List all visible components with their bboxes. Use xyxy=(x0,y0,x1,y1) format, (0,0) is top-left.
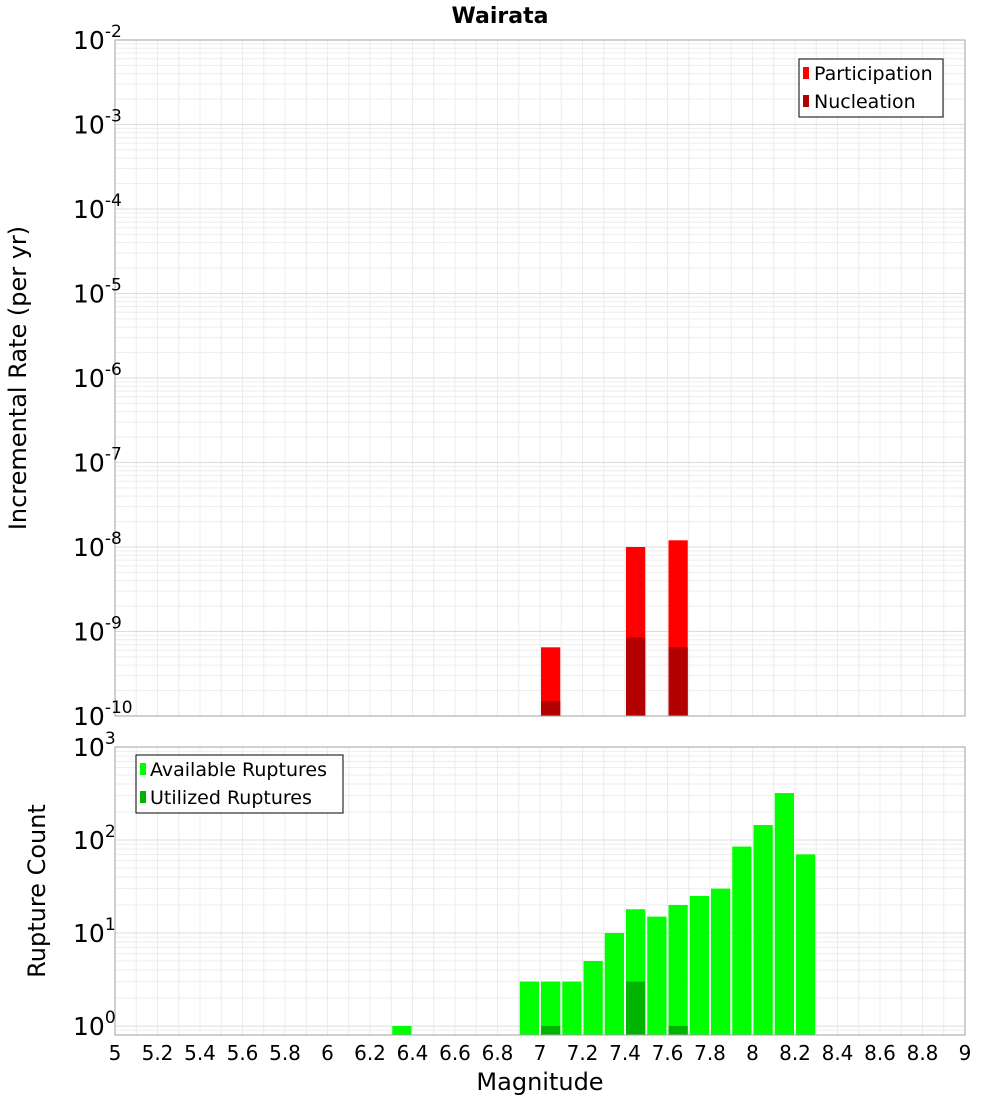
bottom-plot-frame xyxy=(114,746,966,1036)
x-tick-label: 7.8 xyxy=(694,1041,726,1065)
top-y-tick-label: 10-7 xyxy=(73,445,122,478)
top-legend-box xyxy=(798,58,944,118)
top-bar-participation xyxy=(541,647,561,716)
top-y-axis-label: Incremental Rate (per yr) xyxy=(4,226,32,530)
x-ticks: 5 5.2 5.4 5.6 5.8 6 6.2 6.4 6.6 6.8 7 7.2 7.4 7.6 7.8 8… xyxy=(109,1041,972,1065)
bottom-bar-available-ruptures xyxy=(753,824,773,1035)
bottom-bar-available-ruptures xyxy=(732,846,752,1035)
nucleation-legend-swatch xyxy=(803,95,809,107)
bottom-bar-available-ruptures xyxy=(604,932,624,1035)
x-tick-label: 7.2 xyxy=(567,1041,599,1065)
x-tick-label: 5.2 xyxy=(142,1041,174,1065)
utilized-legend-label: Utilized Ruptures xyxy=(150,787,312,809)
x-tick-label: 7.6 xyxy=(652,1041,684,1065)
bottom-legend-box xyxy=(135,754,344,814)
bottom-bar-available-ruptures xyxy=(711,888,731,1035)
bottom-legend: Available Ruptures Utilized Ruptures xyxy=(135,754,344,814)
bottom-y-ticks: 100 101 102 103 xyxy=(73,729,116,1041)
bottom-bar-available-ruptures xyxy=(668,904,688,1035)
top-y-tick-label: 10-10 xyxy=(73,698,133,731)
bottom-y-tick-label: 102 xyxy=(73,822,116,855)
bottom-bar-available-ruptures xyxy=(519,981,539,1035)
bottom-y-axis-label: Rupture Count xyxy=(23,804,51,978)
top-bar-nucleation xyxy=(668,647,688,716)
top-bar-nucleation xyxy=(541,701,561,716)
x-tick-label: 5 xyxy=(109,1041,122,1065)
top-y-tick-label: 10-3 xyxy=(73,107,122,140)
top-bar-nucleation xyxy=(626,637,646,716)
bottom-bar-available-ruptures xyxy=(392,1025,412,1035)
top-y-tick-label: 10-5 xyxy=(73,276,122,309)
top-y-tick-label: 10-6 xyxy=(73,360,122,393)
x-tick-label: 5.8 xyxy=(269,1041,301,1065)
bottom-bar-utilized-ruptures xyxy=(668,1025,688,1035)
top-y-tick-label: 10-4 xyxy=(73,191,122,224)
bottom-bar-available-ruptures xyxy=(562,981,582,1035)
bottom-bar-utilized-ruptures xyxy=(541,1025,561,1035)
x-tick-label: 6.6 xyxy=(439,1041,471,1065)
top-panel: 10-10 10-9 10-8 10-7 10-6 10-5 10-4 10-3 10-2 In… xyxy=(4,22,966,731)
x-tick-label: 5.6 xyxy=(227,1041,259,1065)
bottom-bar-available-ruptures xyxy=(647,916,667,1035)
nucleation-legend-label: Nucleation xyxy=(814,91,916,113)
x-tick-label: 6.2 xyxy=(354,1041,386,1065)
x-tick-label: 6.4 xyxy=(397,1041,429,1065)
top-plot-frame xyxy=(114,39,966,717)
bottom-bar-utilized-ruptures xyxy=(626,981,646,1035)
top-grid xyxy=(114,39,966,717)
top-y-ticks: 10-10 10-9 10-8 10-7 10-6 10-5 10-4 10-3 10-2 xyxy=(73,22,133,731)
x-tick-label: 8 xyxy=(746,1041,759,1065)
bottom-bar-available-ruptures xyxy=(541,981,561,1035)
top-y-tick-label: 10-9 xyxy=(73,614,122,647)
bottom-y-tick-label: 100 xyxy=(73,1008,116,1041)
chart-title: Wairata xyxy=(452,4,549,29)
x-tick-label: 8.4 xyxy=(822,1041,854,1065)
bottom-y-tick-label: 103 xyxy=(73,729,116,762)
available-legend-swatch xyxy=(140,763,146,775)
x-tick-label: 8.6 xyxy=(864,1041,896,1065)
x-tick-label: 7 xyxy=(534,1041,547,1065)
utilized-legend-swatch xyxy=(140,791,146,803)
x-tick-label: 6.8 xyxy=(482,1041,514,1065)
participation-legend-label: Participation xyxy=(814,63,933,85)
x-tick-label: 5.4 xyxy=(184,1041,216,1065)
top-y-tick-label: 10-2 xyxy=(73,22,122,55)
x-tick-label: 8.8 xyxy=(907,1041,939,1065)
top-y-tick-label: 10-8 xyxy=(73,529,122,562)
bottom-bar-available-ruptures xyxy=(689,895,709,1035)
x-tick-label: 8.2 xyxy=(779,1041,811,1065)
x-tick-label: 9 xyxy=(959,1041,972,1065)
x-axis-label: Magnitude xyxy=(476,1068,603,1096)
top-legend: Participation Nucleation xyxy=(798,58,944,118)
bottom-bar-available-ruptures xyxy=(583,960,603,1035)
top-bars xyxy=(541,540,688,716)
bottom-bars xyxy=(392,793,816,1035)
available-legend-label: Available Ruptures xyxy=(150,759,327,781)
bottom-bar-available-ruptures xyxy=(774,793,794,1035)
participation-legend-swatch xyxy=(803,67,809,79)
bottom-y-tick-label: 101 xyxy=(73,915,116,948)
bottom-panel: 100 101 102 103 5 5.2 5.4 5.6 5.8 6 6.2 6.4 6.6 6.8 7… xyxy=(23,729,971,1096)
x-tick-label: 6 xyxy=(321,1041,334,1065)
x-tick-label: 7.4 xyxy=(609,1041,641,1065)
bottom-bar-available-ruptures xyxy=(796,854,816,1035)
